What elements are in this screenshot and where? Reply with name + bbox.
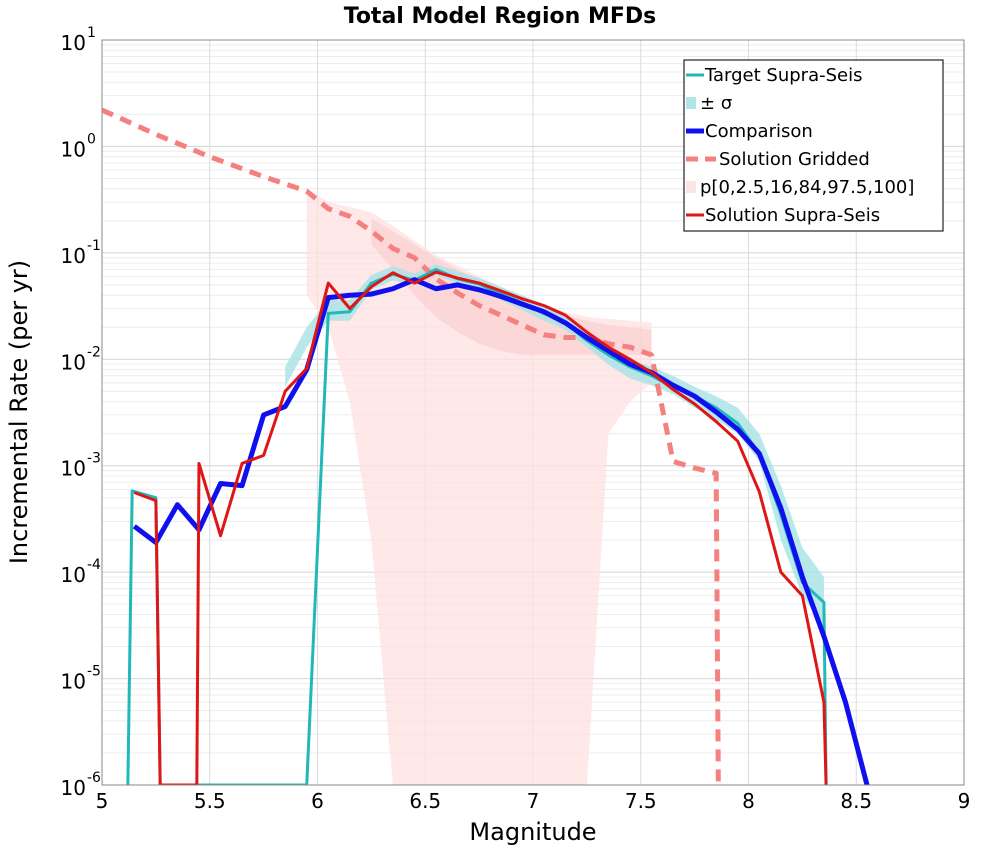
y-tick-label: 10 [61, 244, 86, 268]
chart-title: Total Model Region MFDs [344, 4, 657, 29]
y-tick-label: 10 [61, 350, 86, 374]
legend-label: Solution Supra-Seis [705, 205, 880, 226]
y-tick-label: 10 [61, 670, 86, 694]
y-tick-label: 10 [61, 776, 86, 800]
comparison-line [132, 277, 870, 785]
series-lines [102, 107, 870, 785]
legend-label: Comparison [705, 121, 813, 142]
legend-label: ± σ [700, 93, 732, 114]
solution-gridded-line [102, 107, 721, 785]
y-tick-label: 10 [61, 563, 86, 587]
legend-label: p[0,2.5,16,84,97.5,100] [700, 177, 914, 198]
x-tick-label: 7 [527, 789, 540, 813]
gridded-percentile-band-inner [371, 218, 652, 355]
legend-label: Solution Gridded [719, 149, 870, 170]
x-axis-label: Magnitude [469, 818, 596, 846]
y-tick-label: 10 [61, 137, 86, 161]
x-tick-label: 6.5 [409, 789, 441, 813]
y-tick-exponent: -5 [87, 664, 101, 680]
plot-frame [101, 39, 965, 786]
legend-box [683, 59, 944, 232]
y-tick-exponent: -3 [87, 451, 101, 467]
y-tick-exponent: 1 [87, 25, 96, 41]
y-tick-exponent: -2 [87, 344, 101, 360]
x-tick-label: 5 [96, 789, 109, 813]
y-axis-label: Incremental Rate (per yr) [5, 260, 33, 564]
legend-swatch [686, 181, 696, 193]
plot-area [102, 107, 870, 785]
x-tick-label: 6 [311, 789, 324, 813]
legend-label: Target Supra-Seis [704, 65, 862, 86]
legend-swatch [686, 97, 696, 109]
y-tick-exponent: -4 [87, 557, 101, 573]
x-tick-labels: 5 5.5 6 6.5 7 7.5 8 8.5 9 [96, 789, 971, 813]
x-tick-label: 8 [742, 789, 755, 813]
x-tick-label: 5.5 [194, 789, 226, 813]
x-tick-label: 9 [958, 789, 971, 813]
y-tick-exponent: -1 [87, 238, 101, 254]
y-tick-label: 10 [61, 457, 86, 481]
y-tick-label: 10 [61, 31, 86, 55]
solution-supra-seis-line [133, 270, 828, 785]
y-tick-exponent: 0 [87, 131, 96, 147]
legend: Target Supra-Seis ± σ Comparison Solution G… [683, 59, 944, 232]
target-sigma-band [285, 264, 824, 628]
x-tick-label: 8.5 [840, 789, 872, 813]
x-tick-label: 7.5 [625, 789, 657, 813]
y-tick-exponent: -6 [87, 770, 101, 786]
